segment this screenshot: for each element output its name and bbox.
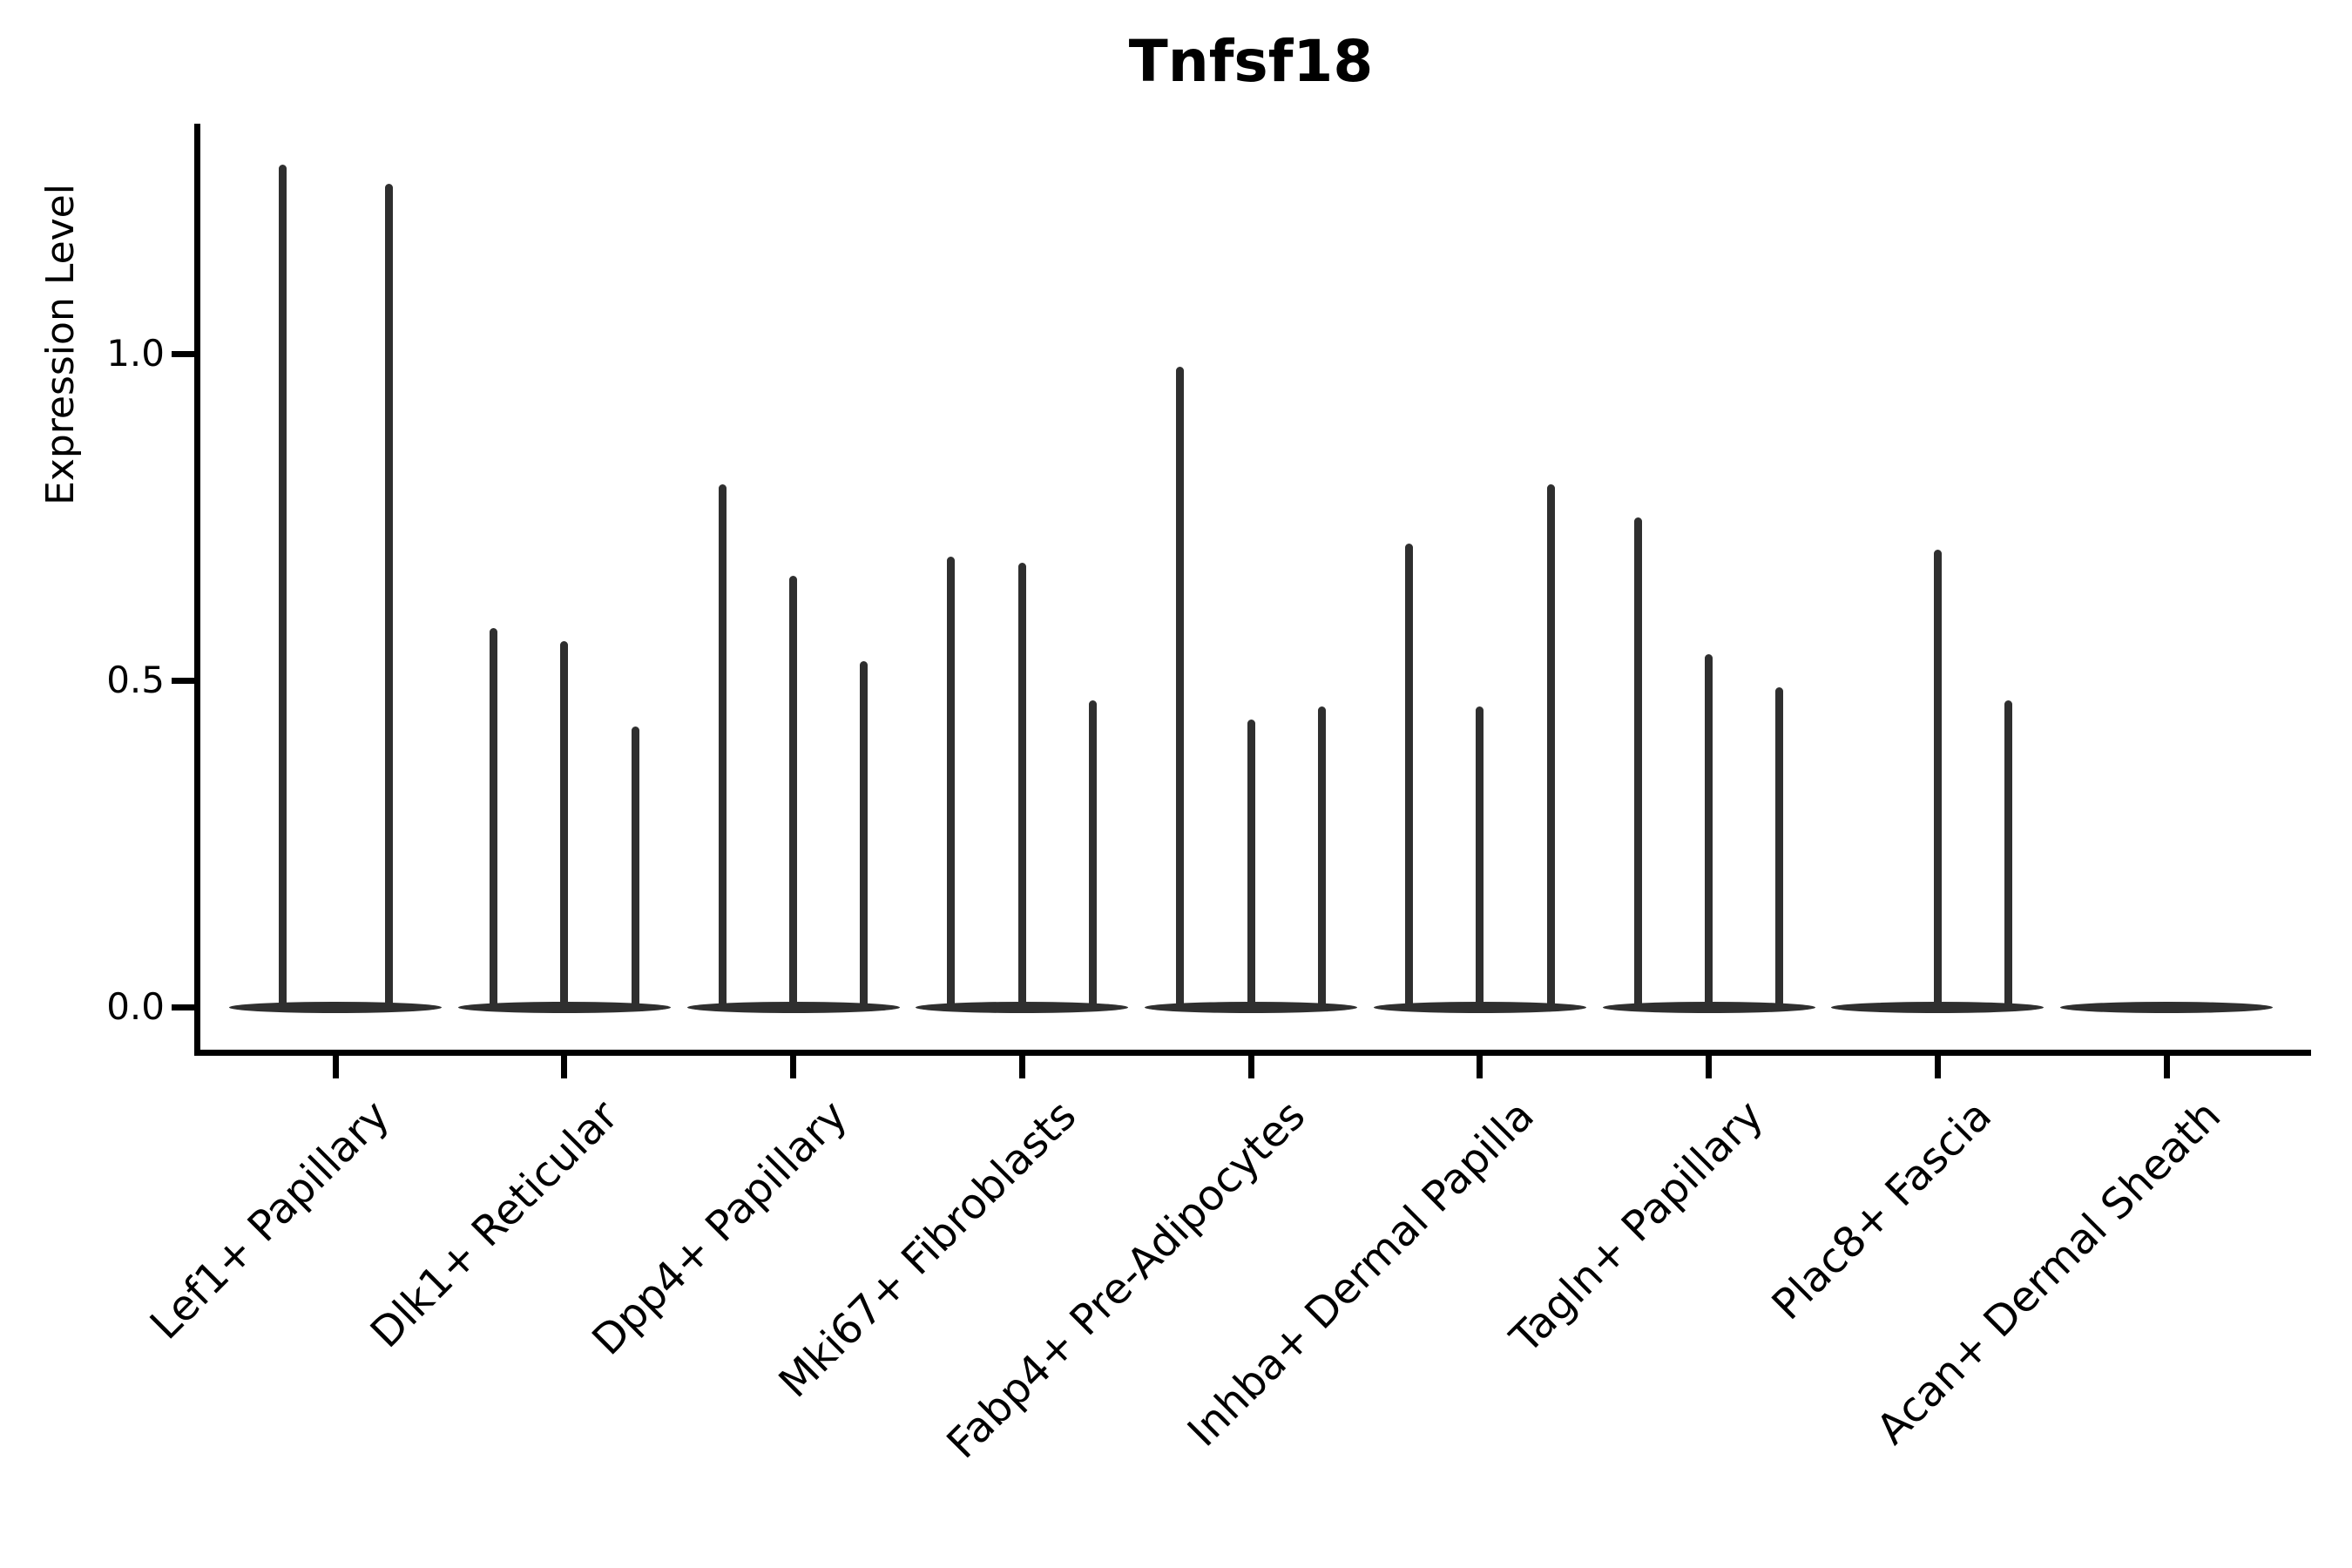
- violin-spike: [489, 628, 497, 1011]
- violin-spike: [278, 164, 287, 1011]
- x-tick: [332, 1056, 339, 1078]
- violin-spike: [1705, 654, 1713, 1011]
- y-tick-label: 0.5: [106, 659, 165, 701]
- violin-spike: [789, 576, 797, 1011]
- violin-spike: [947, 556, 956, 1011]
- violin-base: [229, 1001, 442, 1013]
- x-tick: [1477, 1056, 1484, 1078]
- violin-spike: [1933, 550, 1942, 1011]
- violin-spike: [1089, 700, 1098, 1011]
- x-tick: [1706, 1056, 1712, 1078]
- x-tick: [790, 1056, 796, 1078]
- violin-spike: [1247, 720, 1255, 1011]
- x-tick: [1934, 1056, 1941, 1078]
- violin-spike: [1633, 517, 1642, 1011]
- violin-spike: [1017, 563, 1026, 1011]
- x-tick-label: Plac8+ Fascia: [1762, 1091, 2002, 1330]
- violin-spike: [384, 184, 393, 1011]
- x-tick: [561, 1056, 568, 1078]
- x-tick: [2163, 1056, 2170, 1078]
- violin-spike: [560, 641, 569, 1011]
- y-tick-label: 1.0: [106, 332, 165, 375]
- x-tick: [1247, 1056, 1254, 1078]
- violin-spike: [1404, 543, 1413, 1011]
- violin-spike: [718, 484, 727, 1011]
- x-tick-label: Tagln+ Papillary: [1501, 1091, 1773, 1363]
- violin-spike: [1546, 484, 1555, 1011]
- x-tick-label: Dpp4+ Papillary: [583, 1091, 857, 1365]
- violin-base: [2060, 1001, 2273, 1013]
- violin-spike: [1176, 367, 1185, 1011]
- violin-spike: [631, 726, 639, 1011]
- y-tick: [172, 677, 194, 684]
- violin-spike: [860, 660, 868, 1011]
- violin-spike: [1317, 706, 1326, 1011]
- y-tick-label: 0.0: [106, 985, 165, 1028]
- violin-spike: [1476, 706, 1484, 1011]
- x-tick-label: Lef1+ Papillary: [141, 1091, 400, 1349]
- y-axis-spine: [194, 124, 200, 1056]
- x-tick-label: Dlk1+ Reticular: [362, 1091, 628, 1358]
- figure-title: Tnfsf18: [1128, 28, 1374, 95]
- x-axis-spine: [194, 1050, 2311, 1056]
- y-tick: [172, 1004, 194, 1010]
- y-tick: [172, 350, 194, 357]
- violin-spike: [2004, 700, 2013, 1011]
- x-tick: [1018, 1056, 1025, 1078]
- violin-spike: [1775, 686, 1784, 1011]
